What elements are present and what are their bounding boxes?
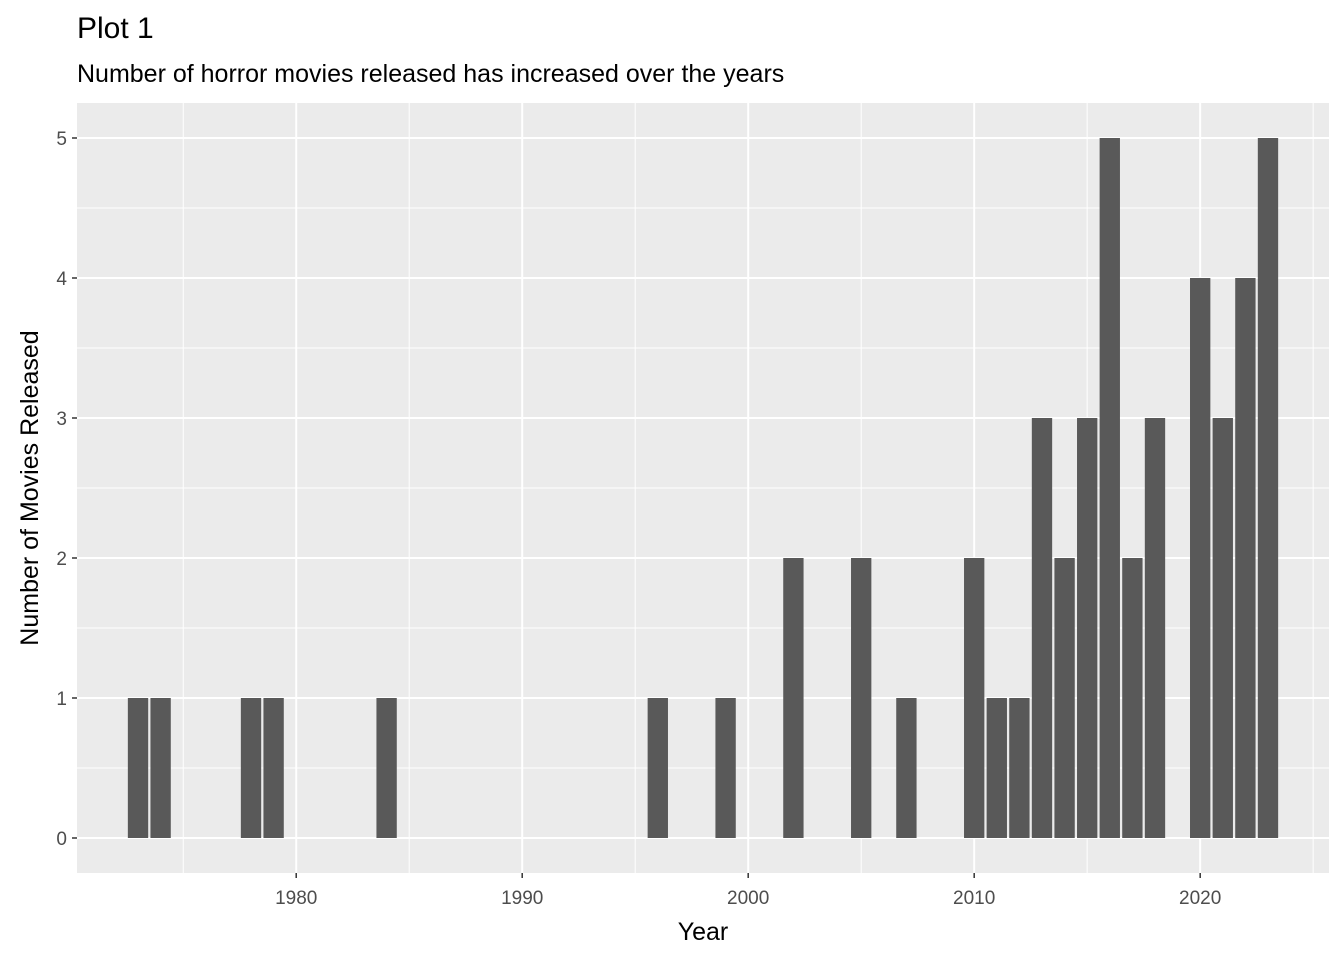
y-tick-label: 5 [56, 129, 67, 150]
bar [1235, 278, 1256, 838]
x-tick-label: 2000 [727, 888, 769, 909]
x-tick-label: 2010 [953, 888, 995, 909]
bars [127, 138, 1279, 838]
bar [986, 698, 1007, 838]
y-tick-label: 0 [56, 829, 67, 850]
bar [647, 698, 668, 838]
bar [1077, 418, 1098, 838]
bar [783, 558, 804, 838]
bar [1031, 418, 1053, 838]
x-axis: 1980 1990 2000 2010 2020 [275, 873, 1221, 909]
bar [240, 698, 262, 838]
bar [1144, 418, 1166, 838]
bar [263, 698, 284, 838]
bar [715, 698, 736, 838]
x-axis-title: Year [678, 918, 729, 946]
x-tick-label: 1990 [501, 888, 543, 909]
bar [1190, 278, 1211, 838]
bar [1099, 138, 1120, 838]
bar [376, 698, 397, 838]
bar [964, 558, 985, 838]
y-tick-label: 3 [56, 409, 67, 430]
chart-subtitle: Number of horror movies released has inc… [77, 60, 785, 88]
bar [851, 558, 872, 838]
y-axis: 0 1 2 3 4 5 [56, 129, 77, 850]
bar [127, 698, 149, 838]
x-tick-label: 2020 [1179, 888, 1221, 909]
x-tick-label: 1980 [275, 888, 317, 909]
bar [896, 698, 917, 838]
bar [1009, 698, 1030, 838]
chart-title: Plot 1 [77, 12, 154, 45]
y-axis-title: Number of Movies Released [16, 330, 44, 645]
bar [1212, 418, 1233, 838]
bar [1257, 138, 1279, 838]
bar [150, 698, 171, 838]
y-tick-label: 1 [56, 689, 67, 710]
y-tick-label: 2 [56, 549, 67, 570]
bar [1054, 558, 1075, 838]
y-tick-label: 4 [56, 269, 67, 290]
bar [1122, 558, 1143, 838]
